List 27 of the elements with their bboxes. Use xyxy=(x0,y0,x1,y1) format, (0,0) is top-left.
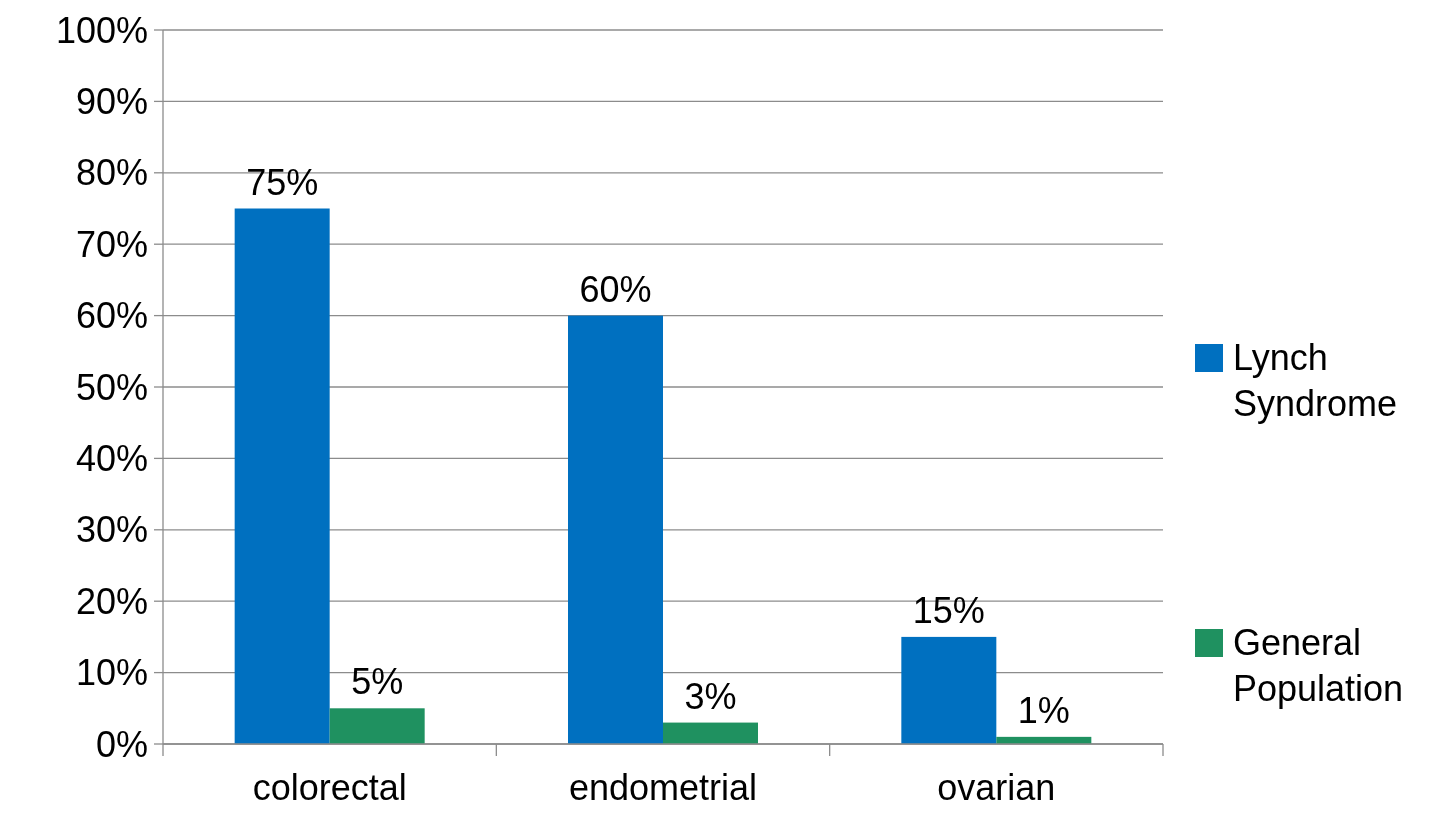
x-tick-label: colorectal xyxy=(252,767,407,808)
y-tick-label: 70% xyxy=(75,223,148,265)
bar xyxy=(663,722,758,744)
legend-label: Lynch Syndrome xyxy=(1233,337,1398,424)
y-tick-label: 80% xyxy=(75,152,148,194)
bar xyxy=(234,208,330,744)
y-tick-label: 40% xyxy=(75,438,148,479)
legend-label: General Population xyxy=(1233,622,1404,709)
y-tick-label: 20% xyxy=(75,580,148,622)
data-label: 1% xyxy=(1017,689,1070,731)
data-label: 15% xyxy=(912,589,985,631)
data-label: 5% xyxy=(351,661,404,703)
x-tick-label: ovarian xyxy=(937,767,1056,808)
y-tick-label: 100% xyxy=(55,9,148,51)
y-tick-label: 50% xyxy=(75,366,148,408)
y-tick-label: 0% xyxy=(95,723,148,765)
data-label: 75% xyxy=(246,161,319,203)
data-label: 3% xyxy=(684,675,737,717)
data-label: 60% xyxy=(579,268,652,310)
bar xyxy=(901,636,997,744)
bar xyxy=(568,315,663,744)
y-tick-label: 60% xyxy=(75,295,148,337)
bar xyxy=(329,708,425,744)
y-tick-label: 10% xyxy=(75,652,148,694)
x-tick-label: endometrial xyxy=(568,767,758,808)
y-tick-label: 30% xyxy=(75,509,148,551)
y-tick-label: 90% xyxy=(75,81,148,122)
